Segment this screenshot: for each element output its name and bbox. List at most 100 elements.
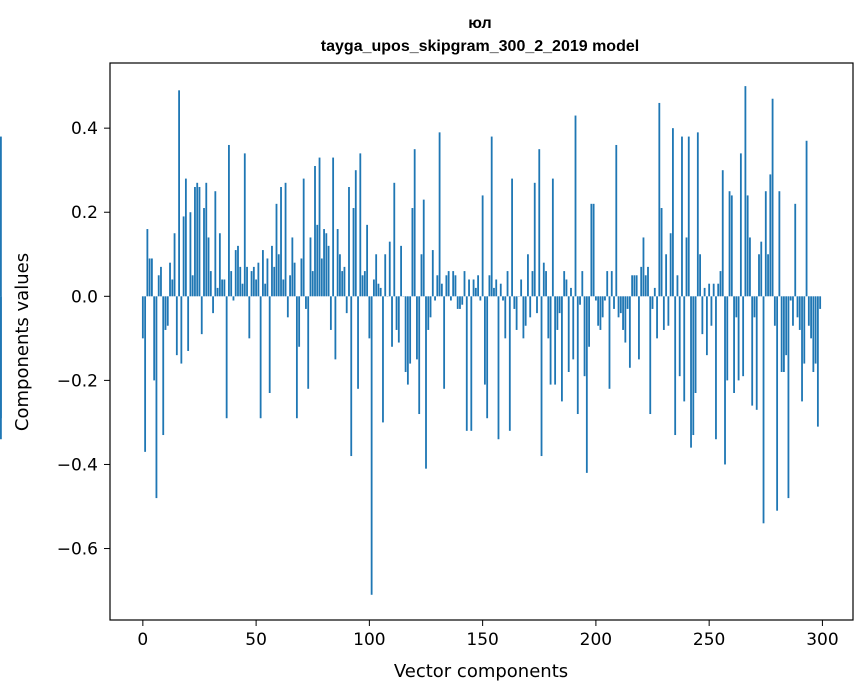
bar-85 [334, 296, 337, 360]
bar-127 [429, 296, 432, 318]
bar-53 [262, 250, 264, 297]
bar-94 [354, 170, 357, 297]
bar-111 [393, 182, 396, 297]
bar-239 [683, 296, 686, 402]
x-tick-label: 250 [693, 630, 725, 650]
bar-117 [406, 296, 409, 385]
bar-97 [361, 275, 364, 297]
bar-114 [400, 245, 402, 297]
bar-207 [610, 271, 613, 297]
bar-256 [721, 170, 724, 297]
x-tick-label: 50 [245, 630, 267, 650]
bar-73 [307, 296, 310, 389]
bar-203 [601, 296, 604, 318]
bar-209 [615, 144, 618, 297]
bar-244 [694, 296, 697, 393]
bar-159 [502, 296, 504, 301]
bar-234 [672, 128, 674, 297]
bar-30 [209, 271, 212, 297]
bar-281 [778, 191, 781, 297]
bar-230 [662, 296, 665, 330]
bar-295 [810, 296, 812, 339]
bar-77 [316, 224, 319, 297]
bar-12 [169, 262, 171, 297]
bar-52 [259, 296, 262, 419]
bar-68 [295, 296, 298, 419]
bar-172 [531, 271, 534, 297]
ticks-layer: 0 50 100 150 200 250 300 −0.6 −0.4 −0.2 0.0 0.2 0.4 [57, 119, 839, 650]
bar-125 [425, 296, 427, 469]
bar-58 [273, 266, 276, 297]
bar-62 [282, 279, 285, 297]
bar-291 [801, 296, 803, 402]
bar-131 [438, 132, 441, 297]
bar-185 [561, 296, 563, 402]
bar-196 [585, 296, 588, 473]
bar-198 [590, 203, 593, 297]
y-axis-label: Components values [12, 253, 33, 431]
bar-282 [780, 296, 783, 372]
bar-181 [551, 178, 554, 297]
bar-232 [667, 296, 670, 326]
bar-229 [660, 208, 663, 297]
bar-288 [794, 203, 797, 297]
bar-289 [796, 296, 799, 318]
bar-215 [628, 296, 631, 368]
bar-50 [255, 279, 258, 297]
bar-252 [712, 283, 715, 297]
bar-269 [751, 296, 754, 406]
bar-149 [479, 296, 482, 301]
bar-112 [395, 296, 398, 330]
bar-26 [200, 296, 203, 335]
bar-95 [357, 296, 359, 389]
bar-1 [144, 296, 147, 452]
bar-109 [388, 241, 391, 297]
bar-197 [588, 296, 590, 347]
bar-54 [264, 283, 267, 297]
bar-204 [604, 296, 606, 301]
bar-250 [708, 283, 711, 297]
bar-79 [320, 258, 323, 297]
bar-78 [318, 157, 321, 297]
bar-265 [742, 296, 745, 377]
bar-285 [787, 296, 790, 499]
bar-6 [155, 296, 158, 499]
chart-subtitle: tayga_upos_skipgram_300_2_2019 model [321, 38, 639, 55]
bar-3 [148, 258, 151, 297]
bar-266 [744, 86, 747, 297]
bar-147 [474, 287, 477, 297]
chart-title: юл [468, 15, 491, 32]
bar-247 [701, 296, 704, 335]
bar-222 [644, 275, 647, 297]
bar-264 [739, 153, 742, 297]
bar-227 [656, 296, 658, 339]
bar-71 [302, 178, 305, 297]
bar-134 [445, 275, 448, 297]
bar-60 [277, 254, 280, 297]
bar-263 [737, 296, 740, 381]
bar-208 [613, 296, 615, 309]
bar-61 [280, 187, 282, 297]
bar-200 [594, 296, 597, 301]
bar-83 [329, 296, 332, 330]
bar-194 [581, 271, 584, 297]
bar-141 [461, 296, 464, 305]
bar-102 [372, 279, 375, 297]
bar-27 [203, 208, 205, 297]
bar-67 [293, 262, 296, 297]
bar-128 [431, 250, 434, 297]
bar-214 [626, 296, 629, 309]
bar-129 [434, 296, 436, 301]
bar-176 [540, 296, 543, 457]
bar-240 [685, 237, 688, 297]
bar-118 [409, 296, 412, 364]
bar-220 [640, 266, 643, 297]
bar-39 [230, 271, 233, 297]
bar-133 [443, 296, 446, 389]
y-tick-label: 0.4 [71, 119, 98, 139]
bar-274 [762, 296, 765, 524]
bar-8 [160, 266, 162, 297]
bar-165 [515, 296, 518, 330]
bar-280 [776, 296, 779, 511]
x-tick-label: 200 [580, 630, 612, 650]
